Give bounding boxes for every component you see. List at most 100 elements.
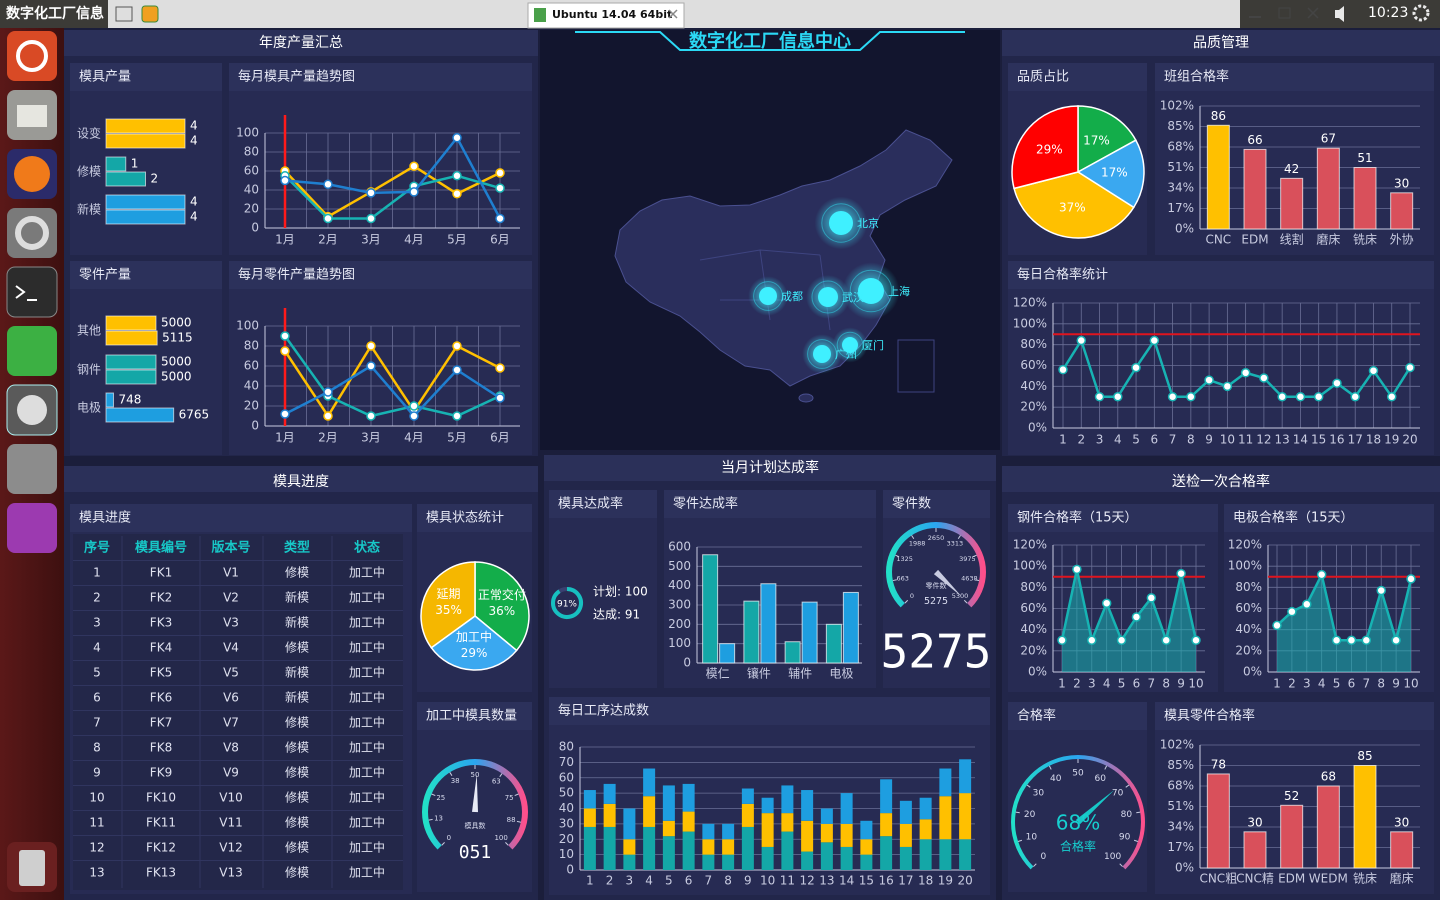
pie-value-label: 17% xyxy=(1101,166,1128,180)
point xyxy=(1101,598,1112,608)
sub-panel-title-bar xyxy=(883,490,990,518)
x-tick-label: 1月 xyxy=(275,431,295,445)
settings-app-icon[interactable] xyxy=(7,208,57,258)
x-tick-label: 5 xyxy=(1132,433,1140,447)
point xyxy=(409,187,419,197)
table-cell: 9 xyxy=(93,766,101,780)
gauge-text: 68% xyxy=(1056,811,1100,835)
terminal-icon[interactable] xyxy=(6,266,58,318)
sound-icon[interactable] xyxy=(1335,6,1344,22)
sub-panel xyxy=(70,63,222,255)
bar-segment xyxy=(722,854,735,870)
gauge-tick xyxy=(895,554,900,558)
close[interactable] xyxy=(1307,7,1319,19)
bar-segment xyxy=(662,785,675,821)
y-tick-label: 40 xyxy=(244,183,259,197)
section-header xyxy=(1002,466,1440,492)
gauge-tick xyxy=(1048,765,1052,770)
panel-title: 模具达成率 xyxy=(558,496,623,512)
gauge-tick xyxy=(431,793,436,797)
city-label: 广州 xyxy=(835,348,857,361)
help-icon[interactable] xyxy=(7,444,57,494)
section-title: 模具进度 xyxy=(273,474,329,490)
point xyxy=(409,411,419,421)
point xyxy=(1057,635,1067,645)
gauge-tick xyxy=(975,579,980,582)
y-tick-label: 102% xyxy=(1160,738,1194,752)
x-tick-label: 4 xyxy=(1318,677,1326,691)
table-cell: 加工中 xyxy=(349,565,385,580)
x-tick-label: 5 xyxy=(1333,677,1341,691)
minimize[interactable] xyxy=(1249,16,1261,18)
x-tick-label: 15 xyxy=(1311,433,1326,447)
point xyxy=(1161,635,1171,645)
y-tick-label: 60% xyxy=(1235,601,1262,615)
x-tick-label: 4 xyxy=(1114,433,1122,447)
table-cell: 新模 xyxy=(285,665,309,680)
section-header xyxy=(64,30,538,56)
table-cell: V7 xyxy=(223,716,239,730)
gauge-tick-label: 20 xyxy=(1024,810,1036,820)
ubuntu-icon[interactable] xyxy=(7,31,57,81)
pie-value-label: 35% xyxy=(435,603,462,617)
value-label: 30 xyxy=(1394,815,1409,829)
x-tick-label: 6 xyxy=(1150,433,1158,447)
point xyxy=(1350,392,1360,402)
bar xyxy=(1243,831,1267,869)
panel-title: 每日合格率统计 xyxy=(1017,267,1108,283)
bar-segment xyxy=(761,797,774,814)
city-label: 北京 xyxy=(857,216,879,230)
city-dot xyxy=(818,287,838,307)
settings-icon[interactable] xyxy=(1412,4,1430,22)
point xyxy=(1302,599,1312,610)
y-tick-label: 17% xyxy=(1167,201,1194,215)
y-tick-label: 51% xyxy=(1167,160,1194,174)
tab-close[interactable] xyxy=(668,9,678,19)
gauge-tick xyxy=(904,599,909,604)
x-tick-label: 3月 xyxy=(361,431,381,445)
table-header: 版本号 xyxy=(211,540,250,556)
ring-label: 91% xyxy=(557,600,577,610)
table-cell: 10 xyxy=(89,791,104,805)
bar xyxy=(760,583,777,664)
sub-panel-title-bar xyxy=(229,63,532,91)
hainan xyxy=(798,393,814,403)
value-label: 52 xyxy=(1284,789,1299,803)
x-tick-label: 4月 xyxy=(404,431,424,445)
bar xyxy=(1316,147,1340,230)
gauge-tick xyxy=(1017,839,1023,842)
bar xyxy=(1280,804,1304,869)
bar xyxy=(105,330,158,346)
tab-icon xyxy=(534,8,546,22)
table-cell: 5 xyxy=(93,666,101,680)
point xyxy=(1204,375,1214,385)
panel-title: 班组合格率 xyxy=(1164,69,1229,85)
bar-segment xyxy=(662,836,675,870)
y-tick-label: 60% xyxy=(1020,358,1047,372)
point xyxy=(1058,364,1068,375)
bar-segment xyxy=(643,826,656,870)
point xyxy=(366,341,376,351)
tab[interactable] xyxy=(527,2,685,29)
app-icon[interactable] xyxy=(7,503,57,553)
bar-segment xyxy=(939,796,952,840)
point xyxy=(1222,381,1233,392)
pie-slice xyxy=(1013,171,1135,239)
pie-slice xyxy=(430,615,518,671)
table-cell: V11 xyxy=(219,816,242,830)
point xyxy=(495,393,505,403)
y-tick-label: 20 xyxy=(244,399,259,413)
sub-panel-title-bar xyxy=(70,504,412,532)
table-cell: 加工中 xyxy=(349,640,385,655)
gauge-tick-label: 63 xyxy=(492,778,501,786)
tab-title[interactable]: Ubuntu 14.04 64bit xyxy=(552,8,672,21)
qt-icon[interactable] xyxy=(7,326,57,376)
table-cell: 加工中 xyxy=(349,840,385,855)
x-tick-label: 15 xyxy=(859,874,874,888)
gauge-tick xyxy=(1119,863,1123,867)
table-cell: 修模 xyxy=(285,715,309,730)
sub-panel-title-bar xyxy=(1008,63,1147,91)
gauge-tick xyxy=(516,820,521,823)
point xyxy=(1332,378,1342,388)
restore[interactable] xyxy=(1278,7,1291,19)
